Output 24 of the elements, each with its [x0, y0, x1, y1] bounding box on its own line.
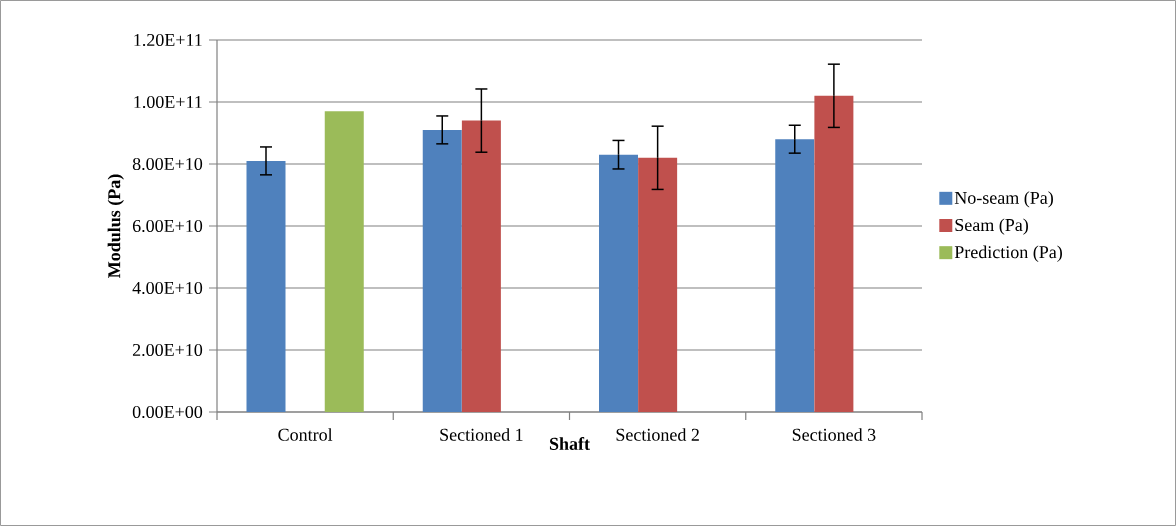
bar [246, 160, 286, 412]
x-axis-title: Shaft [549, 437, 590, 450]
bar [814, 95, 854, 412]
bar [638, 157, 678, 412]
y-tick-label: 1.20E+11 [134, 33, 202, 47]
bar [324, 111, 364, 412]
legend-label: Seam (Pa) [955, 218, 1028, 235]
bar [461, 120, 501, 412]
y-tick-label: 2.00E+10 [132, 343, 203, 357]
y-tick-label: 0.00E+00 [132, 405, 203, 419]
bar [599, 154, 638, 412]
bar [775, 139, 815, 412]
bar [422, 129, 462, 412]
y-axis-title: Modulus (Pa) [107, 174, 124, 278]
x-tick-label: Control [278, 428, 333, 441]
x-tick-label: Sectioned 1 [440, 428, 523, 441]
legend-label: Prediction (Pa) [954, 245, 1062, 262]
y-tick-label: 8.00E+10 [132, 157, 203, 171]
x-tick-label: Sectioned 3 [792, 428, 876, 441]
legend-label: No-seam (Pa) [954, 191, 1053, 208]
x-tick-label: Sectioned 2 [616, 428, 699, 441]
y-tick-label: 4.00E+10 [132, 281, 203, 295]
y-tick-label: 1.00E+11 [134, 95, 202, 109]
y-tick-label: 6.00E+10 [132, 219, 203, 233]
